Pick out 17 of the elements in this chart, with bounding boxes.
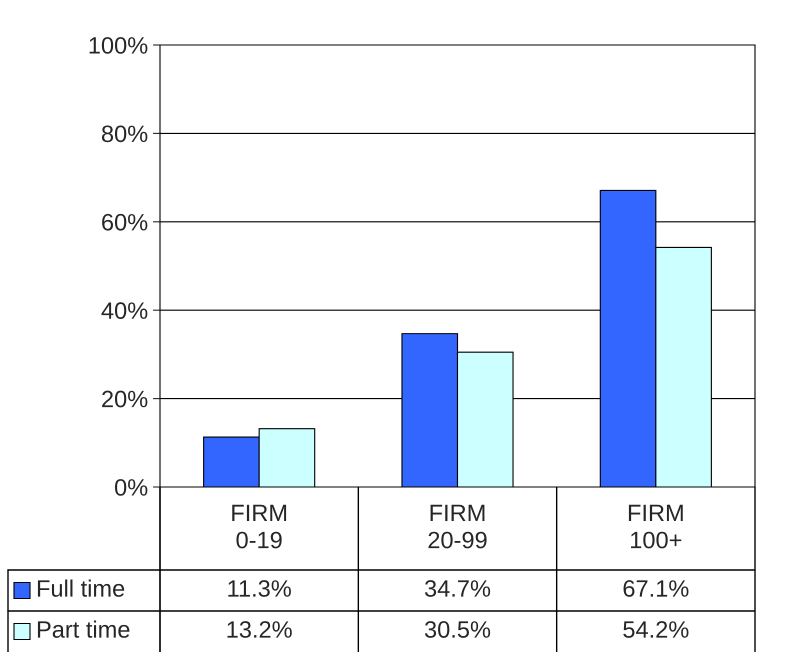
data-label: 30.5% bbox=[424, 621, 490, 638]
data-label: 54.2% bbox=[623, 621, 688, 638]
x-tick-label: FIRM 0-19 bbox=[232, 504, 286, 548]
legend-label: Full time bbox=[38, 579, 124, 597]
y-tick-label: 40% bbox=[101, 302, 148, 319]
y-tick-label: 80% bbox=[102, 125, 148, 142]
data-label: 11.3% bbox=[228, 580, 291, 597]
data-label: 34.7% bbox=[424, 580, 490, 597]
data-label: 67.1% bbox=[624, 580, 688, 597]
data-label: 13.2% bbox=[227, 621, 292, 638]
y-tick-label: 20% bbox=[102, 390, 148, 408]
x-tick-label: FIRM 100+ bbox=[628, 504, 683, 548]
y-tick-label: 0% bbox=[114, 479, 148, 496]
legend-label: Part time bbox=[38, 620, 130, 638]
y-tick-label: 100% bbox=[90, 37, 148, 54]
y-tick-label: 60% bbox=[102, 214, 148, 231]
x-tick-label: FIRM 20-99 bbox=[428, 504, 487, 548]
